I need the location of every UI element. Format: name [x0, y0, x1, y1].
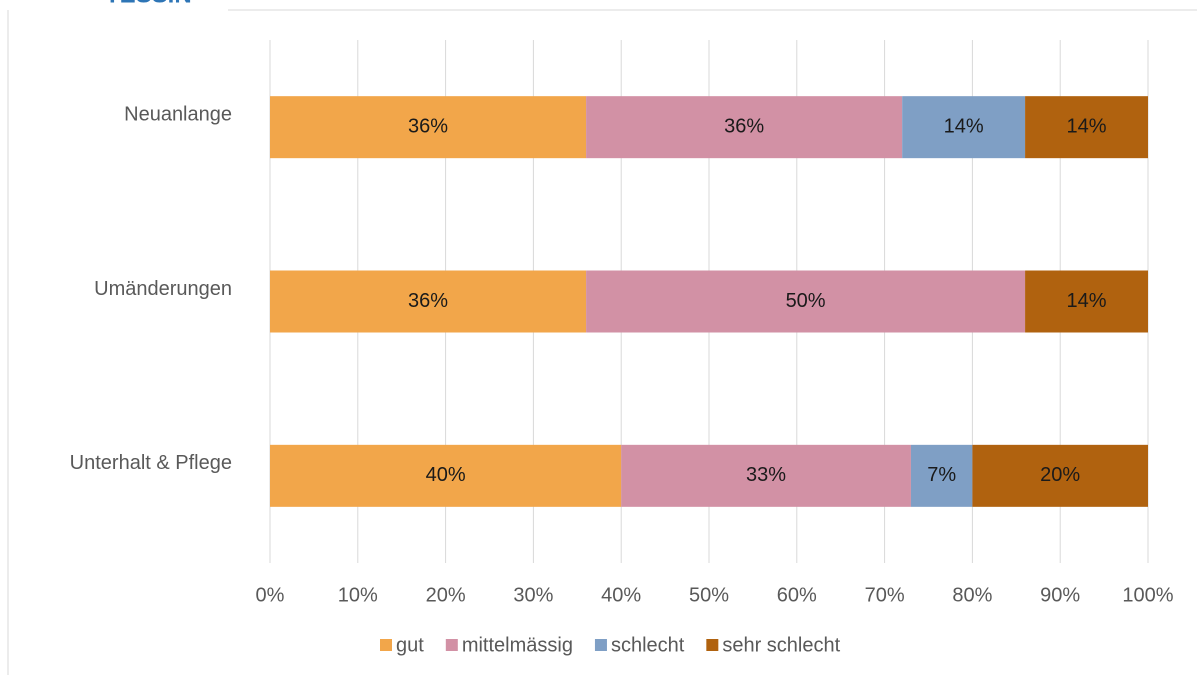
x-tick-label: 40%	[601, 584, 641, 606]
legend-swatch	[380, 639, 392, 651]
chart-title: TESSIN	[105, 0, 192, 8]
y-tick-label: Unterhalt & Pflege	[70, 452, 232, 474]
data-label: 40%	[426, 464, 466, 486]
x-tick-label: 30%	[513, 584, 553, 606]
legend-swatch	[594, 639, 607, 651]
legend-swatch	[706, 639, 719, 651]
y-tick-label: Neuanlange	[124, 103, 232, 125]
x-tick-label: 90%	[1040, 584, 1080, 606]
x-tick-label: 70%	[865, 584, 905, 606]
bar-segment	[902, 96, 1026, 159]
x-tick-label: 10%	[338, 584, 378, 606]
legend-label: gut	[396, 634, 424, 656]
data-label: 50%	[786, 290, 826, 312]
data-label: 20%	[1040, 464, 1080, 486]
data-label: 7%	[927, 464, 956, 486]
legend-label: mittelmässig	[462, 634, 573, 656]
bar-segment	[270, 270, 587, 333]
data-label: 36%	[408, 115, 448, 137]
legend-swatch	[445, 639, 458, 651]
bar-segment	[621, 444, 911, 507]
legend-label: sehr schlecht	[722, 634, 840, 656]
data-label: 14%	[944, 115, 984, 137]
bar-segment	[270, 444, 622, 507]
bar-segment	[972, 444, 1148, 507]
bar-segment	[910, 444, 973, 507]
data-label: 36%	[724, 115, 764, 137]
bar-segment	[270, 96, 587, 159]
bar-segment	[586, 96, 903, 159]
x-tick-label: 60%	[777, 584, 817, 606]
x-tick-label: 0%	[256, 584, 285, 606]
data-label: 33%	[746, 464, 786, 486]
x-tick-label: 80%	[952, 584, 992, 606]
bar-segment	[586, 270, 1026, 333]
x-tick-label: 50%	[689, 584, 729, 606]
y-tick-label: Umänderungen	[94, 278, 232, 300]
data-label: 14%	[1067, 115, 1107, 137]
x-tick-label: 100%	[1122, 584, 1173, 606]
bar-segment	[1025, 96, 1148, 159]
x-tick-label: 20%	[426, 584, 466, 606]
legend-label: schlecht	[611, 634, 685, 656]
bar-segment	[1025, 270, 1148, 333]
data-label: 14%	[1067, 290, 1107, 312]
data-label: 36%	[408, 290, 448, 312]
